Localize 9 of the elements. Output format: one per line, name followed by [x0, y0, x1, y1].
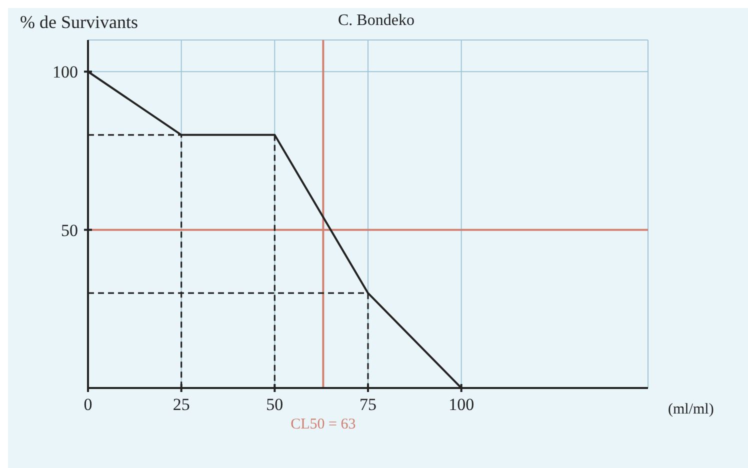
text: C. Bondeko	[338, 12, 414, 30]
x-tick-label: 75	[360, 395, 376, 414]
x-tick-label: 100	[448, 395, 474, 414]
x-tick-label: 50	[266, 395, 284, 414]
y-axis-title: % de Survivants	[20, 12, 138, 33]
x-tick-label: 0	[84, 395, 92, 414]
ref-line-label: CL50 = 63	[290, 416, 356, 433]
x-tick-label: 25	[172, 395, 190, 414]
x-axis-title: (ml/ml)	[668, 401, 714, 418]
